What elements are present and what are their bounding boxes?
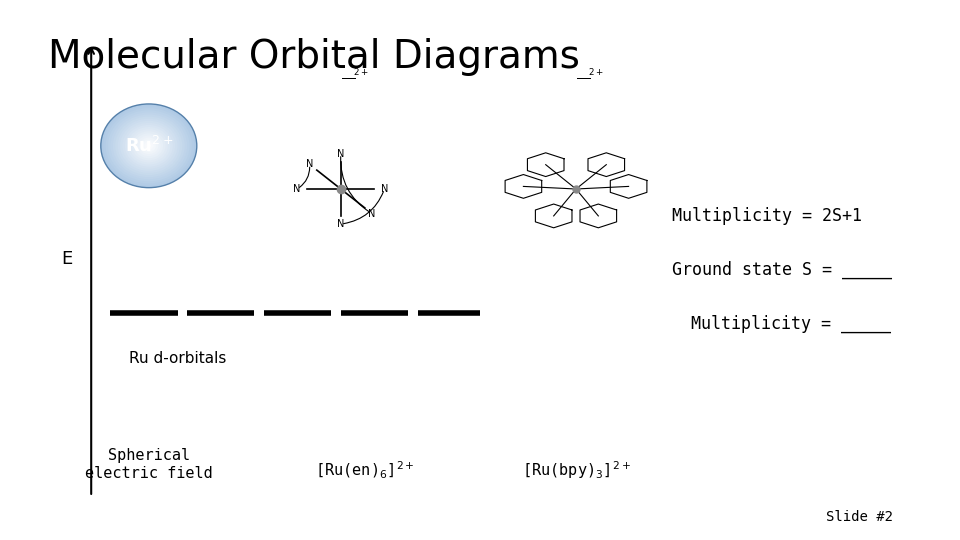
Ellipse shape — [120, 120, 178, 171]
Text: $\overline{\quad}^{2+}$: $\overline{\quad}^{2+}$ — [576, 69, 605, 83]
Text: Molecular Orbital Diagrams: Molecular Orbital Diagrams — [48, 38, 580, 76]
Text: Multiplicity = _____: Multiplicity = _____ — [691, 315, 891, 333]
Ellipse shape — [139, 137, 158, 154]
Ellipse shape — [110, 112, 187, 179]
Text: E: E — [61, 250, 73, 268]
Text: Ru$^{2+}$: Ru$^{2+}$ — [125, 136, 173, 156]
Text: Ru d-orbitals: Ru d-orbitals — [129, 351, 227, 366]
Ellipse shape — [125, 125, 173, 167]
Ellipse shape — [130, 129, 168, 163]
Ellipse shape — [146, 144, 152, 148]
Ellipse shape — [137, 136, 161, 156]
Ellipse shape — [113, 114, 184, 177]
Ellipse shape — [134, 133, 163, 158]
Text: $\overline{\quad}^{2+}$: $\overline{\quad}^{2+}$ — [341, 69, 370, 83]
Text: N: N — [294, 184, 300, 194]
Ellipse shape — [142, 139, 156, 152]
Ellipse shape — [144, 141, 154, 150]
Text: Slide #2: Slide #2 — [826, 510, 893, 524]
Ellipse shape — [127, 127, 171, 165]
Text: N: N — [337, 149, 345, 159]
Text: Ground state S = _____: Ground state S = _____ — [672, 261, 892, 279]
Text: [Ru(bpy)$_3$]$^{2+}$: [Ru(bpy)$_3$]$^{2+}$ — [521, 459, 631, 481]
Ellipse shape — [101, 104, 197, 188]
Text: Multiplicity = 2S+1: Multiplicity = 2S+1 — [672, 207, 862, 225]
Ellipse shape — [123, 123, 176, 169]
Text: N: N — [306, 159, 313, 170]
Ellipse shape — [115, 117, 182, 175]
Ellipse shape — [106, 108, 192, 184]
Text: N: N — [369, 208, 375, 219]
Ellipse shape — [104, 106, 194, 186]
Text: [Ru(en)$_6$]$^{2+}$: [Ru(en)$_6$]$^{2+}$ — [315, 460, 415, 481]
Ellipse shape — [132, 131, 166, 160]
Text: N: N — [381, 184, 388, 194]
Text: Spherical
electric field: Spherical electric field — [84, 448, 213, 481]
Ellipse shape — [108, 110, 190, 181]
Text: N: N — [337, 219, 345, 229]
Ellipse shape — [118, 119, 180, 173]
